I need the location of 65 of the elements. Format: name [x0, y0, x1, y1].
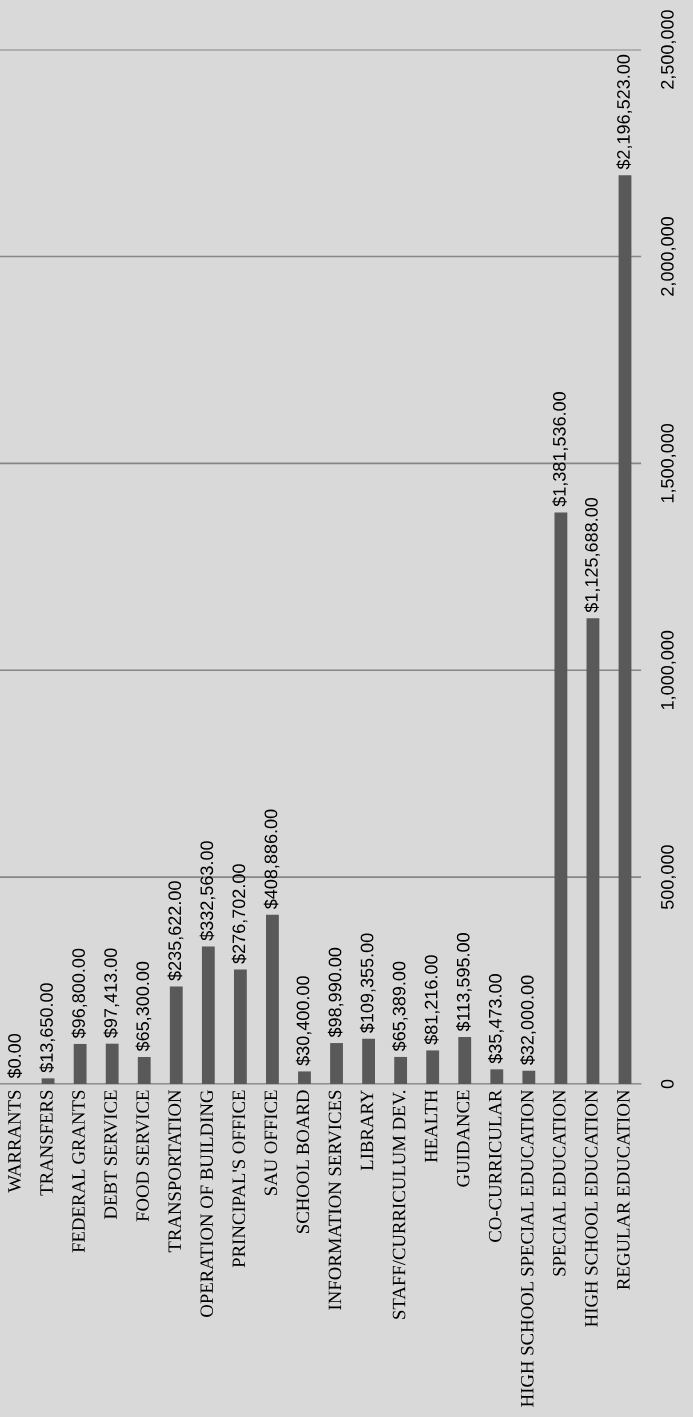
y-tick-label: 1,000,000 [660, 630, 676, 710]
data-label: $81,216.00 [423, 955, 440, 1045]
bar [298, 1071, 311, 1084]
x-tick-label: SAU OFFICE [264, 1090, 278, 1196]
x-tick-label: FEDERAL GRANTS [72, 1090, 85, 1253]
bar [41, 1078, 55, 1084]
data-label: $109,355.00 [359, 933, 376, 1034]
data-label: $96,800.00 [71, 948, 88, 1039]
y-tick-label: 2,500,000 [660, 10, 676, 89]
x-tick-label: DEBT SERVICE [104, 1090, 117, 1219]
data-label: $2,196,523.00 [616, 54, 632, 170]
data-label: $65,300.00 [135, 961, 152, 1052]
data-label: $332,563.00 [199, 841, 216, 941]
data-label: $35,473.00 [488, 974, 504, 1064]
x-tick-label: GUIDANCE [456, 1090, 470, 1187]
data-label: $65,389.00 [391, 961, 408, 1052]
bar [554, 512, 568, 1084]
x-tick-label: CO-CURRICULAR [488, 1089, 502, 1242]
data-label: $408,886.00 [263, 809, 280, 910]
x-tick-label: HIGH SCHOOL EDUCATION [585, 1089, 598, 1327]
data-label: $1,381,536.00 [552, 392, 568, 507]
bar [362, 1038, 375, 1084]
x-tick-label: TRANSFERS [40, 1090, 53, 1196]
data-label: $113,595.00 [456, 933, 472, 1032]
x-tick-label: INFORMATION SERVICES [328, 1090, 342, 1310]
bar [330, 1043, 343, 1084]
x-tick-label: TRANSPORTATION [168, 1089, 181, 1253]
data-label: $13,650.00 [39, 983, 56, 1073]
bar [169, 986, 183, 1084]
bar [490, 1069, 504, 1084]
bar [618, 175, 632, 1084]
x-tick-label: WARRANTS [8, 1090, 21, 1193]
bar [394, 1056, 408, 1084]
data-label: $30,400.00 [295, 976, 312, 1066]
bar [426, 1050, 440, 1084]
x-tick-label: FOOD SERVICE [136, 1090, 150, 1222]
y-tick-label: 2,000,000 [660, 217, 676, 296]
bar [586, 618, 600, 1084]
bar [73, 1043, 87, 1084]
x-tick-label: SPECIAL EDUCATION [552, 1089, 566, 1276]
y-tick-label: 500,000 [660, 845, 676, 910]
bar [201, 946, 215, 1084]
y-tick-label: 0 [660, 1079, 674, 1089]
x-tick-label: HIGH SCHOOL SPECIAL EDUCATION [520, 1089, 534, 1407]
x-tick-label: LIBRARY [360, 1090, 374, 1171]
bar [137, 1056, 151, 1084]
bar [522, 1070, 536, 1084]
data-label: $32,000.00 [520, 975, 536, 1066]
data-label: $1,125,688.00 [584, 497, 600, 613]
bar [233, 969, 247, 1084]
data-label: $97,413.00 [103, 948, 120, 1038]
bar [458, 1037, 472, 1084]
data-label: $235,622.00 [167, 881, 184, 981]
x-tick-label: OPERATION OF BUILDING [200, 1090, 214, 1317]
bar [105, 1043, 119, 1084]
bar [266, 914, 279, 1084]
x-tick-label: STAFF/CURRICULUM DEV. [392, 1090, 406, 1319]
data-label: $276,702.00 [231, 864, 248, 964]
x-tick-label: PRINCIPAL'S OFFICE [232, 1090, 246, 1268]
y-tick-label: 1,500,000 [660, 423, 676, 503]
x-tick-label: REGULAR EDUCATION [617, 1089, 630, 1290]
data-label: $0.00 [7, 1033, 22, 1079]
x-tick-label: HEALTH [424, 1090, 438, 1163]
data-label: $98,990.00 [327, 947, 344, 1038]
x-tick-label: SCHOOL BOARD [296, 1090, 310, 1233]
